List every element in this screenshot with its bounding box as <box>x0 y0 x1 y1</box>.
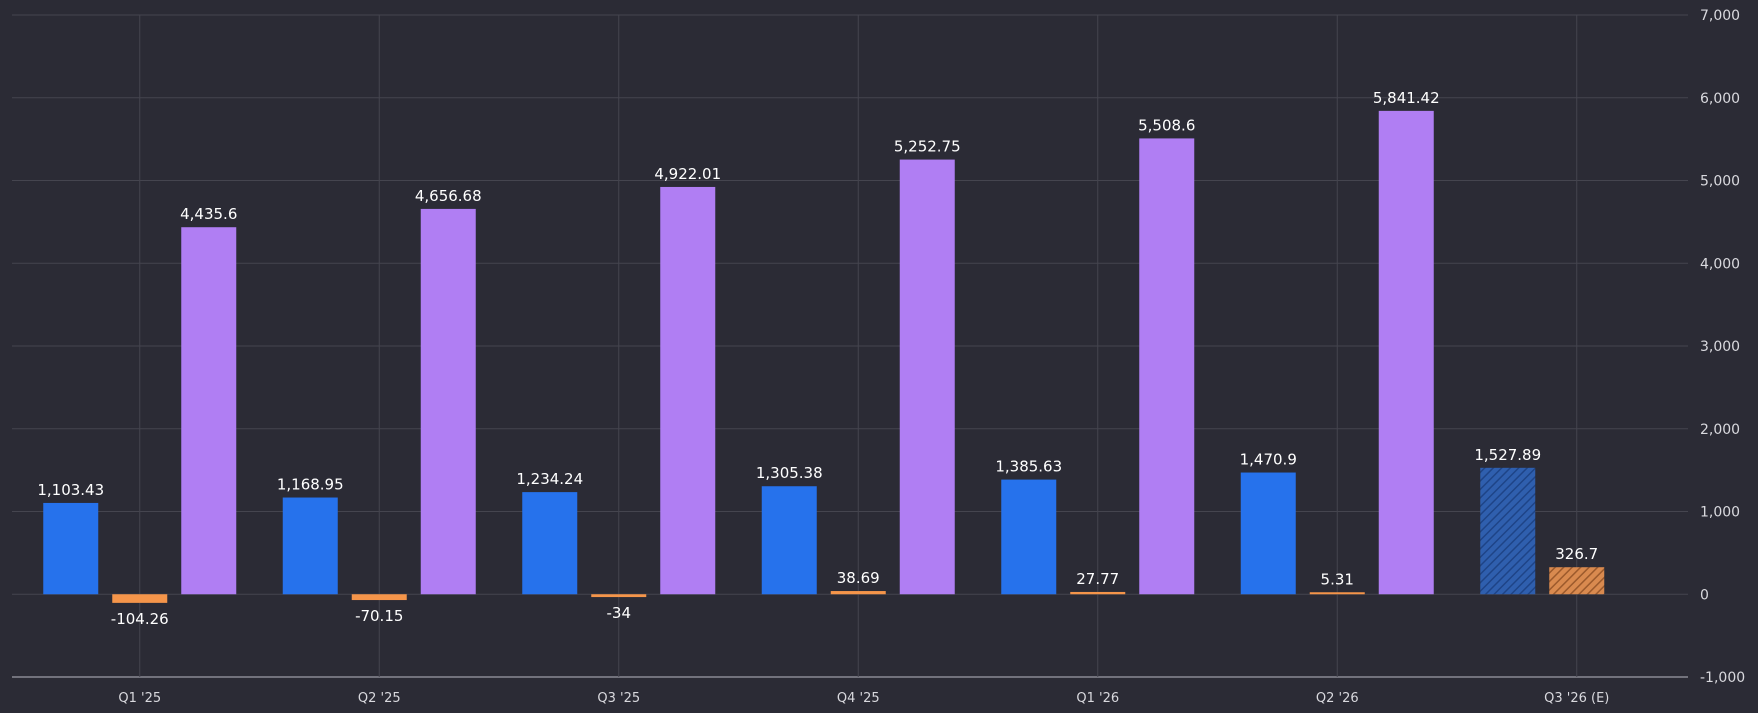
x-tick-label: Q1 '26 <box>1076 691 1119 706</box>
y-tick-label: 2,000 <box>1700 422 1740 438</box>
data-label: 4,435.6 <box>180 205 237 223</box>
data-label: 1,305.38 <box>756 464 823 482</box>
bar <box>522 492 578 595</box>
bar <box>1480 467 1536 595</box>
data-label: 1,168.95 <box>277 476 344 494</box>
data-label: 27.77 <box>1076 570 1119 588</box>
data-label: 1,470.9 <box>1240 451 1297 469</box>
y-tick-label: 0 <box>1700 587 1709 603</box>
data-label: -70.15 <box>355 607 403 625</box>
y-axis: -1,000 0 1,000 2,000 3,000 4,000 5,000 6,000 7,0… <box>1700 8 1745 686</box>
x-tick-label: Q3 '25 <box>597 691 640 706</box>
x-axis: Q1 '25 Q2 '25 Q3 '25 Q4 '25 Q1 '26 Q2 '26 Q3 '… <box>118 691 1609 706</box>
x-tick-label: Q4 '25 <box>837 691 880 706</box>
y-tick-label: 7,000 <box>1700 8 1740 24</box>
x-tick-label: Q2 '25 <box>358 691 401 706</box>
data-label: 38.69 <box>837 569 880 587</box>
data-labels: 1,103.43 -104.26 4,435.6 1,168.95 -70.15 4,65… <box>37 89 1598 628</box>
bar <box>1139 138 1195 595</box>
bar <box>1070 591 1126 595</box>
y-tick-label: 4,000 <box>1700 256 1740 272</box>
x-tick-label: Q2 '26 <box>1316 691 1359 706</box>
bar <box>282 497 338 595</box>
data-label: 5,841.42 <box>1373 89 1440 107</box>
y-tick-label: -1,000 <box>1700 670 1745 686</box>
bar <box>899 159 955 595</box>
bar <box>420 208 476 595</box>
bar <box>660 186 716 595</box>
bar <box>1378 110 1434 595</box>
data-label: 5,252.75 <box>894 138 961 156</box>
data-label: 1,103.43 <box>37 481 104 499</box>
bars <box>43 110 1605 603</box>
data-label: 5,508.6 <box>1138 116 1195 134</box>
data-label: -34 <box>607 604 632 622</box>
data-label: 1,527.89 <box>1474 446 1541 464</box>
y-tick-label: 6,000 <box>1700 91 1740 107</box>
bar <box>351 594 407 601</box>
x-tick-label: Q3 '26 (E) <box>1544 691 1609 706</box>
bar <box>43 502 99 595</box>
data-label: 5.31 <box>1321 570 1354 588</box>
data-label: 4,656.68 <box>415 187 482 205</box>
x-tick-label: Q1 '25 <box>118 691 161 706</box>
bar <box>1001 479 1057 595</box>
bar <box>181 227 237 595</box>
y-tick-label: 3,000 <box>1700 339 1740 355</box>
bar <box>1549 567 1605 595</box>
data-label: 1,385.63 <box>995 458 1062 476</box>
data-label: 326.7 <box>1555 545 1598 563</box>
bar <box>830 591 886 595</box>
data-label: -104.26 <box>111 610 169 628</box>
bar <box>761 486 817 595</box>
y-tick-label: 1,000 <box>1700 505 1740 521</box>
y-tick-label: 5,000 <box>1700 174 1740 190</box>
data-label: 4,922.01 <box>654 165 721 183</box>
bar <box>112 594 168 603</box>
bar <box>591 594 647 598</box>
bar <box>1240 472 1296 595</box>
bar <box>1309 592 1365 595</box>
data-label: 1,234.24 <box>516 470 583 488</box>
